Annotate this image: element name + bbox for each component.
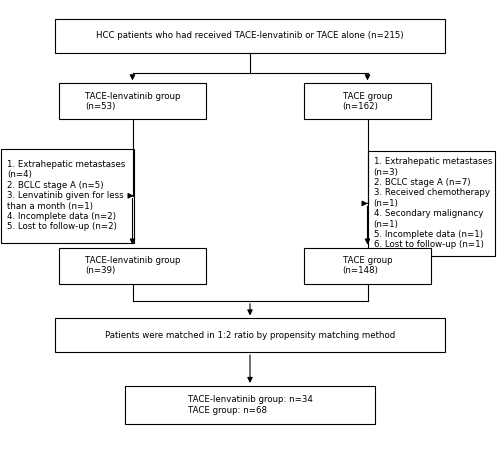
- FancyBboxPatch shape: [59, 248, 206, 284]
- FancyBboxPatch shape: [368, 151, 495, 256]
- FancyBboxPatch shape: [55, 19, 445, 53]
- Text: 1. Extrahepatic metastases
(n=4)
2. BCLC stage A (n=5)
3. Lenvatinib given for l: 1. Extrahepatic metastases (n=4) 2. BCLC…: [8, 160, 126, 231]
- Text: TACE group
(n=148): TACE group (n=148): [342, 256, 392, 275]
- FancyBboxPatch shape: [304, 83, 431, 119]
- Text: TACE group
(n=162): TACE group (n=162): [342, 91, 392, 111]
- FancyBboxPatch shape: [125, 386, 375, 424]
- Text: 1. Extrahepatic metastases
(n=3)
2. BCLC stage A (n=7)
3. Received chemotherapy
: 1. Extrahepatic metastases (n=3) 2. BCLC…: [374, 158, 492, 249]
- FancyBboxPatch shape: [2, 148, 134, 243]
- FancyBboxPatch shape: [55, 319, 445, 352]
- Text: HCC patients who had received TACE-lenvatinib or TACE alone (n=215): HCC patients who had received TACE-lenva…: [96, 32, 404, 40]
- Text: TACE-lenvatinib group
(n=39): TACE-lenvatinib group (n=39): [85, 256, 180, 275]
- FancyBboxPatch shape: [304, 248, 431, 284]
- Text: TACE-lenvatinib group: n=34
TACE group: n=68: TACE-lenvatinib group: n=34 TACE group: …: [188, 395, 312, 415]
- Text: TACE-lenvatinib group
(n=53): TACE-lenvatinib group (n=53): [85, 91, 180, 111]
- Text: Patients were matched in 1:2 ratio by propensity matching method: Patients were matched in 1:2 ratio by pr…: [105, 331, 395, 340]
- FancyBboxPatch shape: [59, 83, 206, 119]
